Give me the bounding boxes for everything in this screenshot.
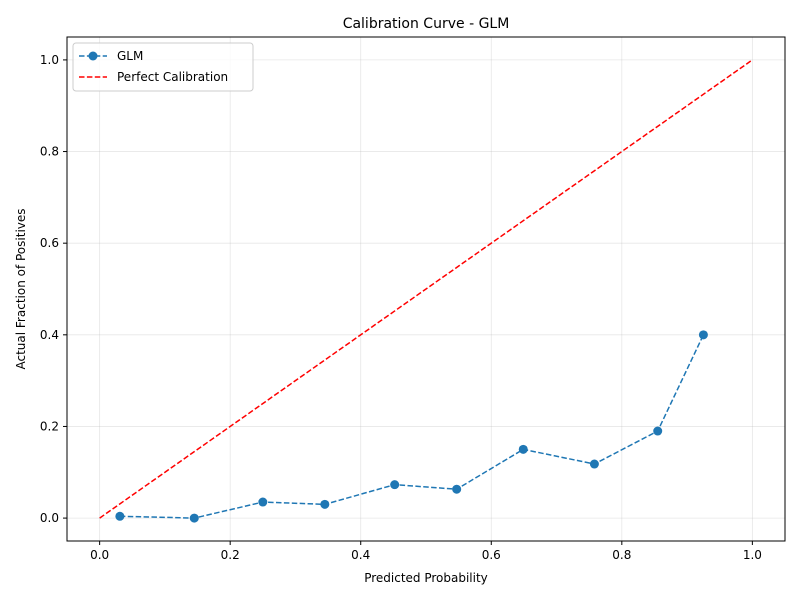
y-tick-label: 0.8 [40,145,59,159]
legend-box [72,42,254,92]
glm-data-point [698,330,708,340]
legend: GLM Perfect Calibration [72,42,254,92]
x-tick-label: 0.0 [90,548,109,562]
glm-data-point [258,497,268,507]
glm-series-line [119,334,705,519]
x-tick-label: 0.8 [612,548,631,562]
chart-title: Calibration Curve - GLM [343,16,510,32]
x-axis: 0.0 0.2 0.4 0.6 0.8 1.0 [90,541,762,562]
y-axis-title: Actual Fraction of Positives [14,208,28,369]
glm-data-point [589,459,599,469]
glm-data-point [320,499,330,509]
x-tick-label: 1.0 [743,548,762,562]
perfect-calibration-line [99,59,753,519]
glm-data-point [189,513,199,523]
y-tick-label: 0.4 [40,328,59,342]
y-tick-label: 0.6 [40,236,59,250]
series-layer [99,59,753,523]
legend-swatch-marker [88,51,98,61]
glm-data-point [452,484,462,494]
glm-data-point [518,444,528,454]
glm-data-point [115,511,125,521]
grid [67,37,785,541]
legend-label: Perfect Calibration [117,70,228,84]
x-axis-title: Predicted Probability [364,571,488,585]
y-tick-label: 0.0 [40,511,59,525]
plot-frame [66,36,786,542]
glm-data-point [653,426,663,436]
glm-data-point [390,480,400,490]
x-tick-label: 0.6 [482,548,501,562]
legend-label: GLM [117,49,143,63]
y-axis: 0.0 0.2 0.4 0.6 0.8 1.0 [40,53,67,525]
x-tick-label: 0.2 [221,548,240,562]
y-tick-label: 1.0 [40,53,59,67]
y-tick-label: 0.2 [40,419,59,433]
x-tick-label: 0.4 [351,548,370,562]
